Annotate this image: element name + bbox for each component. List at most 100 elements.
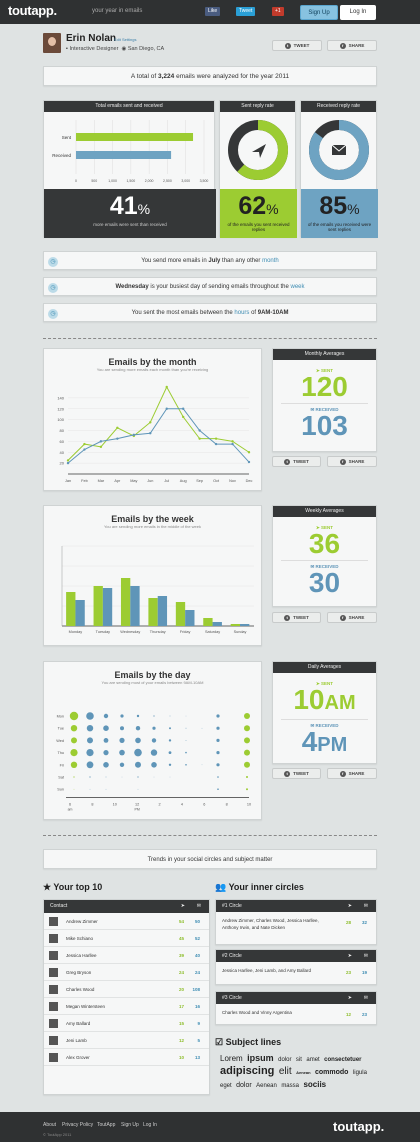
y-tick-label: 20: [60, 461, 65, 466]
sent-label: SENT: [321, 525, 334, 530]
signup-button[interactable]: Sign Up: [300, 5, 338, 20]
monthly-received-value: 103: [301, 410, 348, 441]
subject-word: ligula: [352, 1070, 367, 1076]
bar: [185, 610, 195, 626]
avatar: [43, 33, 61, 53]
footer-link-signup[interactable]: Sign Up: [121, 1122, 139, 1128]
sent-reply-caption: of the emails you sent received replies: [227, 222, 290, 232]
table-row[interactable]: Mike Schiano 45 52: [44, 930, 209, 947]
subject-word: sit: [295, 1057, 302, 1063]
received-count: 23: [361, 1012, 367, 1017]
received-reply-caption: of the emails you received were sent rep…: [307, 222, 372, 232]
dot: [70, 725, 78, 732]
tweet-button[interactable]: t TWEET: [272, 456, 321, 467]
subject-word: commodo: [315, 1069, 349, 1076]
table-row[interactable]: Greg Bryson 24 24: [44, 964, 209, 981]
circle-card[interactable]: #1 Circle ➤ ✉ Andrew Zimmer, Charles Wood, …: [215, 899, 377, 945]
facebook-icon: f: [339, 42, 346, 49]
table-row[interactable]: Jessica Harllee 39 40: [44, 947, 209, 964]
x-tick-label: 12: [135, 802, 139, 806]
received-count: 52: [194, 936, 200, 941]
dot: [73, 776, 75, 778]
plusone-button[interactable]: +1: [272, 7, 284, 16]
footer-link-about[interactable]: About: [43, 1122, 57, 1128]
received-reply-box: 85% of the emails you received were sent…: [301, 189, 378, 238]
dot: [86, 712, 94, 720]
subject-word: adipiscing: [220, 1065, 275, 1077]
received-count: 24: [194, 970, 200, 975]
tick-label: 0: [75, 179, 77, 183]
daily-received-value: 4PM: [301, 726, 348, 757]
star-icon: ★: [43, 882, 52, 892]
y-tick-label: Sun: [57, 788, 64, 792]
envelope-icon: ✉: [310, 723, 315, 728]
dot: [135, 761, 141, 768]
circle-card[interactable]: #2 Circle ➤ ✉ Jessica Harllee, Jeni Lamb, a…: [215, 949, 377, 985]
chart-subtitle: You are sending most of your emails betw…: [101, 680, 204, 685]
table-row[interactable]: Megan Wintersteen 17 16: [44, 998, 209, 1015]
x-tick-label: Sunday: [234, 630, 247, 634]
week-chart-panel: Emails by the week You are sending more …: [43, 505, 262, 646]
subject-word: massa: [281, 1083, 299, 1089]
received-count: 19: [361, 970, 367, 975]
circle-header: #2 Circle ➤ ✉: [216, 950, 376, 962]
table-row[interactable]: Jeni Lamb 12 5: [44, 1032, 209, 1049]
table-header: Contact ➤ ✉: [44, 900, 209, 913]
footer-link-privacy[interactable]: Privacy Policy: [62, 1122, 94, 1128]
sent-label: SENT: [321, 681, 334, 686]
divider: [43, 338, 377, 339]
dot: [244, 725, 250, 732]
point: [214, 442, 218, 446]
share-button[interactable]: f SHARE: [327, 768, 377, 779]
point: [165, 385, 168, 389]
table-row[interactable]: Amy Ballard 15 9: [44, 1015, 209, 1032]
dot: [121, 776, 123, 778]
circle-card[interactable]: #3 Circle ➤ ✉ Charles Wood and Vinny Argent…: [215, 991, 377, 1025]
share-button[interactable]: f SHARE: [327, 612, 377, 623]
table-row[interactable]: Charles Wood 20 108: [44, 981, 209, 998]
dot: [87, 737, 93, 744]
fact-row: ◷ Wednesday is your busiest day of sendin…: [43, 277, 377, 296]
tweet-button[interactable]: t TWEET: [272, 612, 321, 623]
sent-label: Sent: [62, 135, 72, 140]
panel-header: Weekly Averages: [273, 506, 376, 517]
share-button[interactable]: f SHARE: [327, 456, 377, 467]
x-tick-label: Tuesday: [96, 630, 111, 634]
clock-icon: ◷: [48, 283, 58, 293]
facebook-like-button[interactable]: Like: [205, 7, 221, 16]
series-line-1: [67, 408, 250, 464]
login-button[interactable]: Log In: [340, 5, 376, 20]
subject-word: Aenean: [296, 1070, 311, 1075]
table-row[interactable]: Alex Grover 10 13: [44, 1049, 209, 1066]
y-tick-label: Sat: [58, 776, 65, 780]
copyright: © ToutApp 2011: [43, 1132, 72, 1137]
x-tick-label: Monday: [69, 630, 83, 634]
dot: [169, 727, 171, 730]
monthly-averages-panel: Monthly Averages ➤ SENT 120 ✉ RECEIVED 1…: [272, 348, 377, 452]
clock-icon: ◷: [48, 257, 58, 267]
dot: [244, 713, 250, 719]
footer-link-login[interactable]: Log In: [143, 1122, 157, 1128]
table-row[interactable]: Andrew Zimmer 54 50: [44, 913, 209, 930]
logo[interactable]: toutapp.: [8, 3, 57, 18]
envelope-icon: [332, 145, 346, 155]
y-tick-label: Thu: [57, 751, 64, 755]
envelope-icon: ✉: [310, 407, 315, 412]
share-button[interactable]: f SHARE: [327, 40, 377, 51]
tweet-button[interactable]: t TWEET: [272, 768, 321, 779]
footer-link-toutapp[interactable]: ToutApp: [97, 1122, 116, 1128]
sent-count: 45: [178, 936, 184, 941]
footer-logo[interactable]: toutapp.: [333, 1119, 385, 1134]
tweet-button[interactable]: Tweet: [236, 7, 256, 16]
dot: [86, 761, 94, 769]
am-label: am: [68, 807, 73, 811]
chart-title: Emails by the day: [114, 670, 191, 680]
facebook-icon: f: [339, 770, 346, 777]
x-tick-label: 6: [69, 802, 71, 806]
dot: [136, 714, 140, 718]
edit-settings-link[interactable]: Edit Settings: [114, 37, 137, 42]
dot: [103, 762, 109, 768]
tweet-button[interactable]: t TWEET: [272, 40, 322, 51]
dot: [103, 713, 109, 719]
subject-word: amet: [306, 1057, 320, 1063]
